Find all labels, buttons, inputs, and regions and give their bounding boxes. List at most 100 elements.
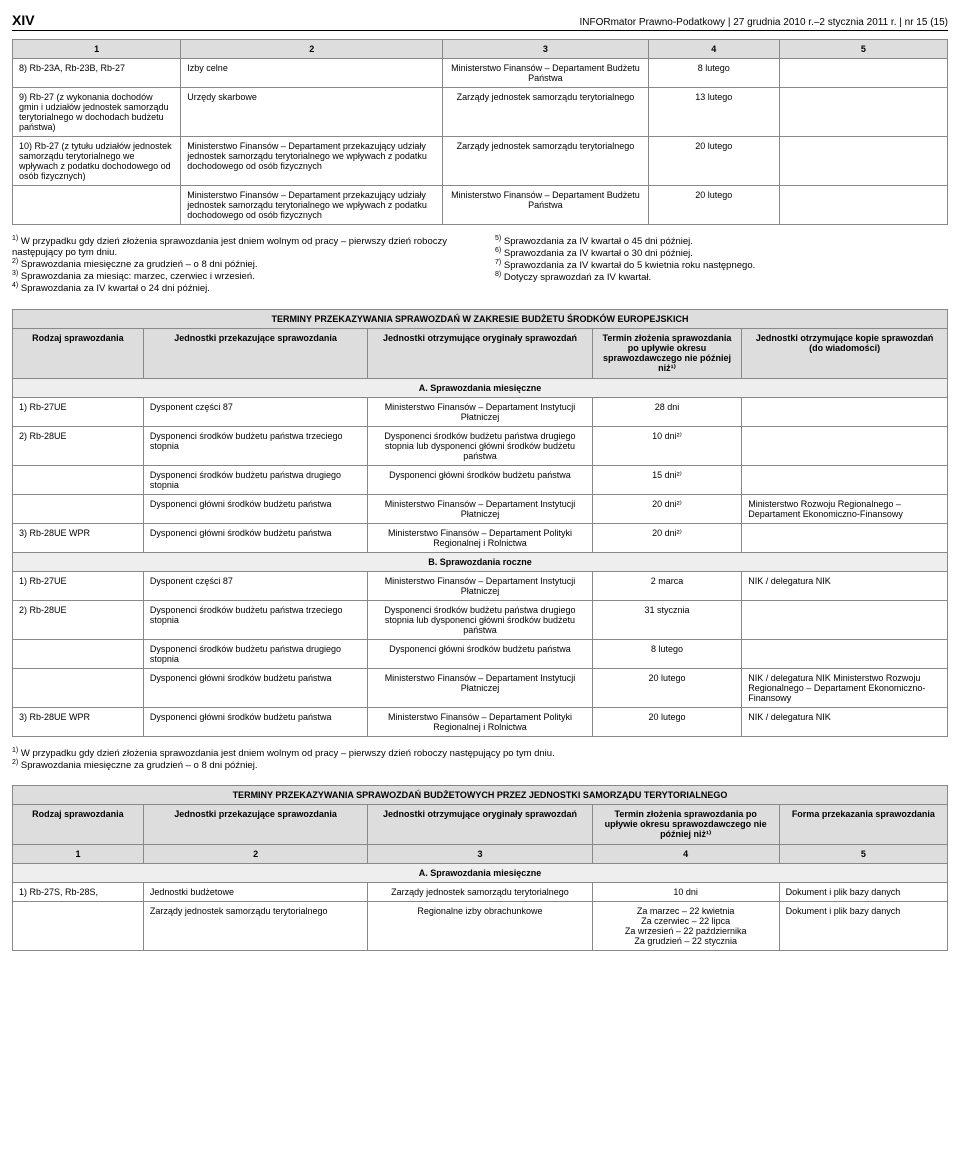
table-cell: 15 dni²⁾: [592, 465, 742, 494]
col-num: 2: [181, 40, 443, 59]
table-cell: Dysponenci środków budżetu państwa drugi…: [143, 465, 367, 494]
col-num: 5: [779, 844, 947, 863]
table-cell: Dokument i plik bazy danych: [779, 901, 947, 950]
table-row: 2) Rb-28UEDysponenci środków budżetu pań…: [13, 426, 948, 465]
table-cell: 10 dni²⁾: [592, 426, 742, 465]
col-header: Jednostki otrzymujące oryginały sprawozd…: [368, 804, 592, 844]
section-b-header: B. Sprawozdania roczne: [13, 552, 948, 571]
table-cell: Ministerstwo Finansów – Departament Inst…: [368, 397, 592, 426]
table-cell: NIK / delegatura NIK Ministerstwo Rozwoj…: [742, 668, 948, 707]
table-cell: 20 dni²⁾: [592, 523, 742, 552]
col-num: 3: [443, 40, 649, 59]
table-cell: [742, 397, 948, 426]
table-cell: NIK / delegatura NIK: [742, 571, 948, 600]
table-cell: Dysponenci główni środków budżetu państw…: [143, 494, 367, 523]
table-cell: 20 lutego: [648, 186, 779, 225]
table-cell: 8) Rb-23A, Rb-23B, Rb-27: [13, 59, 181, 88]
footnote-line: 7) Sprawozdania za IV kwartał do 5 kwiet…: [495, 259, 948, 271]
table-cell: Ministerstwo Finansów – Departament Inst…: [368, 571, 592, 600]
table-row: 2) Rb-28UE Dysponenci środków budżetu pań…: [13, 600, 948, 639]
table-cell: Dysponenci środków budżetu państwa drugi…: [368, 600, 592, 639]
table-cell: 9) Rb-27 (z wykonania dochodów gmin i ud…: [13, 88, 181, 137]
table-cell: Ministerstwo Finansów – Departament Poli…: [368, 707, 592, 736]
col-num: 3: [368, 844, 592, 863]
table-cell: Za marzec – 22 kwietnia Za czerwiec – 22…: [592, 901, 779, 950]
col-num: 2: [143, 844, 367, 863]
table-1: 1 2 3 4 5 8) Rb-23A, Rb-23B, Rb-27Izby c…: [12, 39, 948, 225]
table-cell: 2) Rb-28UE: [13, 426, 144, 465]
footnote-line: 8) Dotyczy sprawozdań za IV kwartał.: [495, 271, 948, 283]
table-cell: Ministerstwo Finansów – Departament prze…: [181, 186, 443, 225]
table-cell: 1) Rb-27S, Rb-28S,: [13, 882, 144, 901]
table-cell: 1) Rb-27UE: [13, 571, 144, 600]
table-cell: [13, 465, 144, 494]
table-cell: [13, 639, 144, 668]
table-cell: Dysponenci główni środków budżetu państw…: [143, 668, 367, 707]
col-num: 1: [13, 40, 181, 59]
table-row: 1) Rb-27S, Rb-28S,Jednostki budżetoweZar…: [13, 882, 948, 901]
table-cell: 20 lutego: [592, 668, 742, 707]
col-num: 4: [648, 40, 779, 59]
table-3-title: TERMINY PRZEKAZYWANIA SPRAWOZDAŃ BUDŻETO…: [13, 785, 948, 804]
table-cell: [742, 600, 948, 639]
table-row: Dysponenci główni środków budżetu państw…: [13, 668, 948, 707]
footnotes-1: 1) W przypadku gdy dzień złożenia sprawo…: [12, 235, 948, 295]
table-cell: [13, 186, 181, 225]
table-row: 3) Rb-28UE WPRDysponenci główni środków …: [13, 523, 948, 552]
table-row: 9) Rb-27 (z wykonania dochodów gmin i ud…: [13, 88, 948, 137]
table-cell: 20 lutego: [648, 137, 779, 186]
table-cell: 3) Rb-28UE WPR: [13, 523, 144, 552]
table-3: TERMINY PRZEKAZYWANIA SPRAWOZDAŃ BUDŻETO…: [12, 785, 948, 951]
table-cell: 10) Rb-27 (z tytułu udziałów jednostek s…: [13, 137, 181, 186]
table-cell: [742, 426, 948, 465]
table-cell: [742, 639, 948, 668]
table-cell: Ministerstwo Finansów – Departament Inst…: [368, 494, 592, 523]
table-cell: Dysponenci główni środków budżetu państw…: [143, 523, 367, 552]
table-3-header: Rodzaj sprawozdania Jednostki przekazują…: [13, 804, 948, 844]
table-cell: Ministerstwo Rozwoju Regionalnego – Depa…: [742, 494, 948, 523]
table-cell: NIK / delegatura NIK: [742, 707, 948, 736]
table-cell: Zarządy jednostek samorządu terytorialne…: [443, 137, 649, 186]
table-cell: [779, 88, 947, 137]
section-a-header: A. Sprawozdania miesięczne: [13, 863, 948, 882]
footnote-line: 1) W przypadku gdy dzień złożenia sprawo…: [12, 235, 465, 258]
table-cell: [13, 494, 144, 523]
table-cell: [742, 465, 948, 494]
table-row: 1) Rb-27UEDysponent części 87Ministerstw…: [13, 397, 948, 426]
table-cell: Dysponent części 87: [143, 571, 367, 600]
table-2: TERMINY PRZEKAZYWANIA SPRAWOZDAŃ W ZAKRE…: [12, 309, 948, 737]
page-header: XIV INFORmator Prawno-Podatkowy | 27 gru…: [12, 12, 948, 31]
table-cell: Dysponenci główni środków budżetu państw…: [143, 707, 367, 736]
table-cell: 31 stycznia: [592, 600, 742, 639]
table-cell: Dysponenci środków budżetu państwa trzec…: [143, 426, 367, 465]
footnote-line: 1) W przypadku gdy dzień złożenia sprawo…: [12, 747, 948, 759]
col-header: Jednostki przekazujące sprawozdania: [143, 804, 367, 844]
footnote-line: 6) Sprawozdania za IV kwartał o 30 dni p…: [495, 247, 948, 259]
col-header: Jednostki otrzymujące oryginały sprawozd…: [368, 328, 592, 378]
col-num: 5: [779, 40, 947, 59]
table-cell: Dokument i plik bazy danych: [779, 882, 947, 901]
table-cell: Urzędy skarbowe: [181, 88, 443, 137]
table-row: 3) Rb-28UE WPRDysponenci główni środków …: [13, 707, 948, 736]
col-header: Jednostki otrzymujące kopie sprawozdań (…: [742, 328, 948, 378]
table-cell: [13, 901, 144, 950]
table-2-header: Rodzaj sprawozdania Jednostki przekazują…: [13, 328, 948, 378]
table-cell: Dysponenci środków budżetu państwa drugi…: [368, 426, 592, 465]
page-number: XIV: [12, 12, 35, 28]
table-cell: Ministerstwo Finansów – Departament prze…: [181, 137, 443, 186]
table-row: Dysponenci środków budżetu państwa drugi…: [13, 465, 948, 494]
table-cell: 20 dni²⁾: [592, 494, 742, 523]
table-cell: 13 lutego: [648, 88, 779, 137]
table-cell: 8 lutego: [648, 59, 779, 88]
col-header: Rodzaj sprawozdania: [13, 328, 144, 378]
table-cell: Izby celne: [181, 59, 443, 88]
table-cell: Dysponenci główni środków budżetu państw…: [368, 465, 592, 494]
col-header: Forma przekazania sprawozdania: [779, 804, 947, 844]
col-header: Jednostki przekazujące sprawozdania: [143, 328, 367, 378]
section-a-header: A. Sprawozdania miesięczne: [13, 378, 948, 397]
table-cell: Ministerstwo Finansów – Departament Poli…: [368, 523, 592, 552]
table-cell: 2) Rb-28UE: [13, 600, 144, 639]
table-cell: Zarządy jednostek samorządu terytorialne…: [143, 901, 367, 950]
table-cell: 10 dni: [592, 882, 779, 901]
table-cell: Ministerstwo Finansów – Departament Inst…: [368, 668, 592, 707]
